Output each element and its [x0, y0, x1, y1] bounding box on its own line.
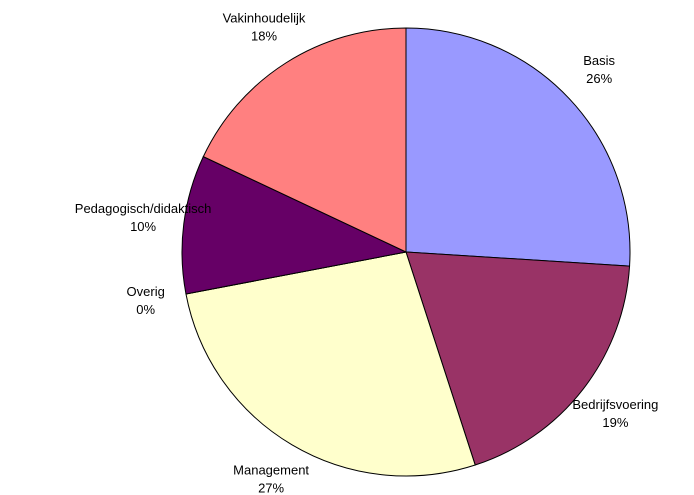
slice-value-label: 27%: [258, 481, 284, 495]
pie-slice: [405, 27, 631, 267]
slice-label: Basis: [583, 53, 615, 68]
slice-label: Bedrijfsvoering: [572, 397, 658, 412]
slice-value-label: 19%: [602, 415, 628, 430]
slice-value-label: 26%: [586, 71, 612, 86]
slice-label: Vakinhoudelijk: [223, 11, 306, 26]
pie-slice: [181, 155, 408, 295]
slice-label: Management: [233, 463, 309, 478]
pie-slice: [202, 27, 407, 253]
slice-value-label: 0%: [136, 302, 155, 317]
pie-slice: [185, 251, 476, 477]
slice-value-label: 18%: [251, 29, 277, 44]
slice-label: Overig: [127, 284, 165, 299]
slice-value-label: 10%: [130, 219, 156, 234]
slice-label: Pedagogisch/didaktisch: [75, 201, 212, 216]
pie-slice: [405, 251, 631, 466]
